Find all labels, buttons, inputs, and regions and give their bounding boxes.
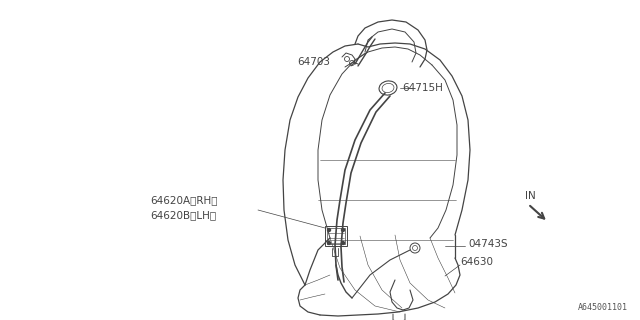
Circle shape	[342, 242, 344, 244]
Text: 64703: 64703	[297, 57, 330, 67]
Text: IN: IN	[525, 191, 536, 201]
Bar	[327, 228, 345, 244]
Circle shape	[328, 242, 330, 244]
Circle shape	[342, 228, 344, 231]
Text: 64620B〈LH〉: 64620B〈LH〉	[150, 210, 216, 220]
Text: 64715H: 64715H	[402, 83, 443, 93]
Text: 04743S: 04743S	[468, 239, 508, 249]
Text: A645001101: A645001101	[578, 303, 628, 312]
Text: 64630: 64630	[460, 257, 493, 267]
Circle shape	[328, 228, 330, 231]
Bar	[325, 226, 347, 246]
Text: 64620A〈RH〉: 64620A〈RH〉	[150, 195, 218, 205]
